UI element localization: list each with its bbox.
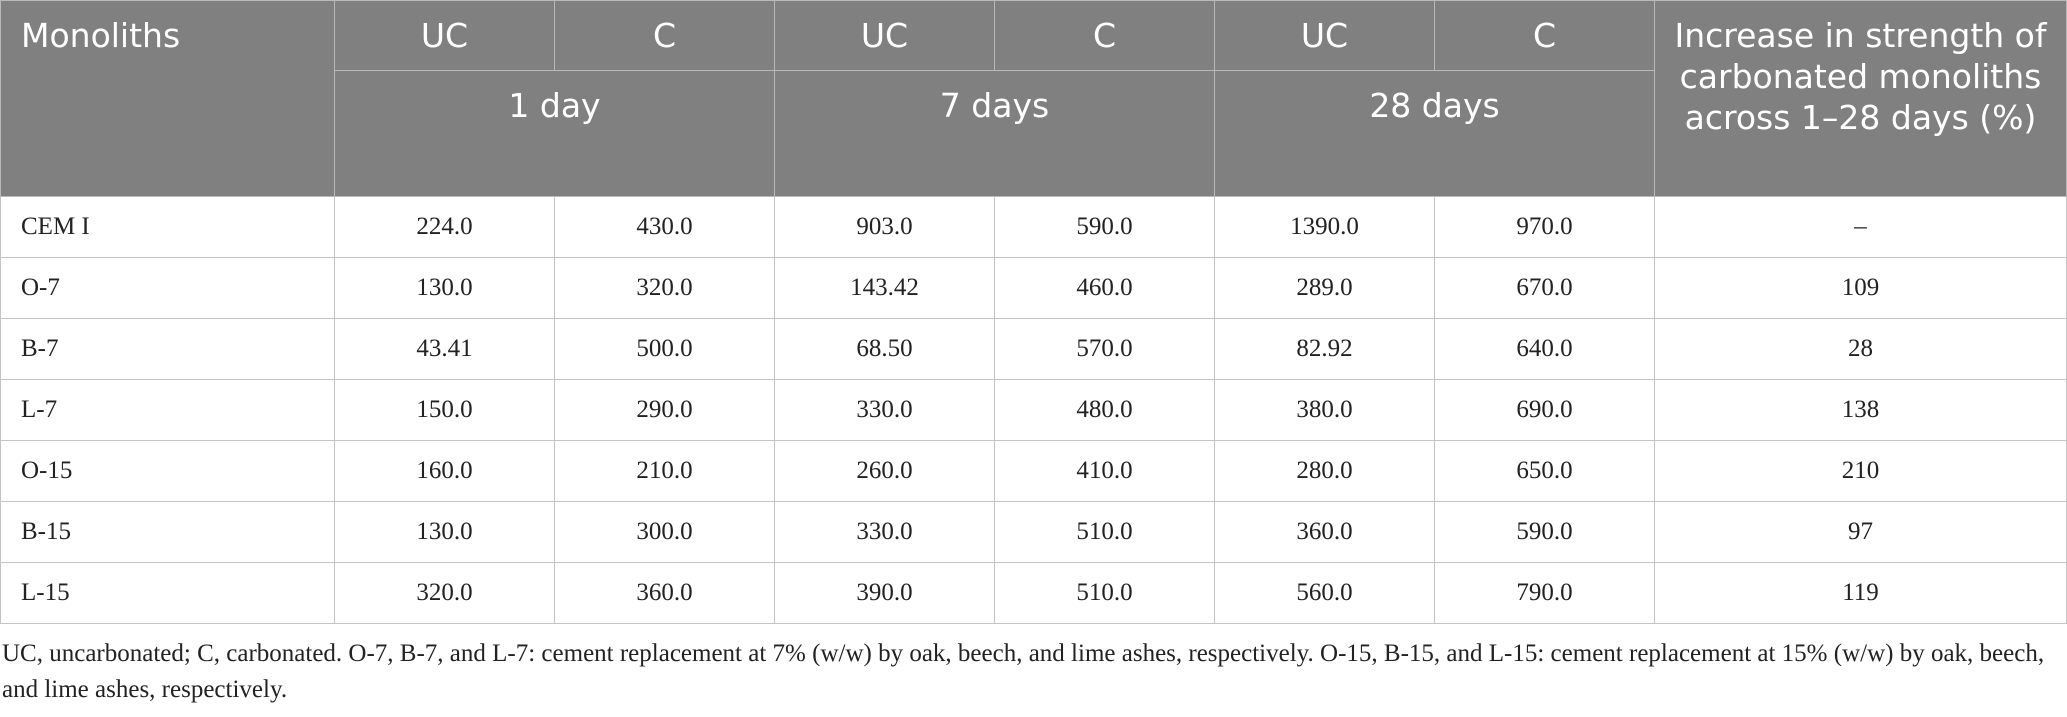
row-name: B-15	[0, 501, 335, 563]
row-name: CEM I	[0, 196, 335, 258]
row-name: O-7	[0, 257, 335, 319]
cell-d1-c: 300.0	[554, 501, 775, 563]
table-row: O-15 160.0 210.0 260.0 410.0 280.0 650.0…	[0, 440, 2067, 502]
cell-d7-uc: 330.0	[774, 379, 995, 441]
cell-d7-uc: 143.42	[774, 257, 995, 319]
strength-table: Monoliths UC C UC C UC C Increase in str…	[0, 0, 2067, 624]
cell-d7-c: 460.0	[994, 257, 1215, 319]
header-uc-28days: UC	[1214, 0, 1435, 71]
table-row: B-15 130.0 300.0 330.0 510.0 360.0 590.0…	[0, 501, 2067, 563]
header-c-7days: C	[994, 0, 1215, 71]
cell-d7-c: 570.0	[994, 318, 1215, 380]
header-7days: 7 days	[774, 70, 1215, 197]
table-row: L-15 320.0 360.0 390.0 510.0 560.0 790.0…	[0, 562, 2067, 624]
cell-d7-c: 480.0	[994, 379, 1215, 441]
cell-d1-c: 500.0	[554, 318, 775, 380]
cell-d1-uc: 320.0	[334, 562, 555, 624]
table-row: L-7 150.0 290.0 330.0 480.0 380.0 690.0 …	[0, 379, 2067, 441]
cell-d28-c: 590.0	[1434, 501, 1655, 563]
cell-d1-uc: 43.41	[334, 318, 555, 380]
cell-d1-c: 320.0	[554, 257, 775, 319]
cell-d28-uc: 360.0	[1214, 501, 1435, 563]
cell-d28-uc: 560.0	[1214, 562, 1435, 624]
table-row: B-7 43.41 500.0 68.50 570.0 82.92 640.0 …	[0, 318, 2067, 380]
header-uc-1day: UC	[334, 0, 555, 71]
cell-d28-uc: 82.92	[1214, 318, 1435, 380]
cell-increase: 119	[1654, 562, 2067, 624]
header-c-1day: C	[554, 0, 775, 71]
cell-d7-c: 410.0	[994, 440, 1215, 502]
cell-d7-uc: 68.50	[774, 318, 995, 380]
cell-increase: 210	[1654, 440, 2067, 502]
cell-d1-uc: 130.0	[334, 257, 555, 319]
cell-d28-c: 640.0	[1434, 318, 1655, 380]
cell-d7-uc: 260.0	[774, 440, 995, 502]
cell-d7-uc: 390.0	[774, 562, 995, 624]
header-increase: Increase in strength of carbonated monol…	[1654, 0, 2067, 197]
cell-d28-uc: 1390.0	[1214, 196, 1435, 258]
header-1day: 1 day	[334, 70, 775, 197]
cell-increase: 138	[1654, 379, 2067, 441]
cell-d28-c: 670.0	[1434, 257, 1655, 319]
cell-increase: 109	[1654, 257, 2067, 319]
cell-d1-uc: 224.0	[334, 196, 555, 258]
cell-d28-uc: 289.0	[1214, 257, 1435, 319]
row-name: O-15	[0, 440, 335, 502]
cell-increase: 97	[1654, 501, 2067, 563]
table-footnote: UC, uncarbonated; C, carbonated. O-7, B-…	[2, 640, 2045, 703]
row-name: L-15	[0, 562, 335, 624]
table-container: Monoliths UC C UC C UC C Increase in str…	[0, 0, 2067, 624]
cell-d7-uc: 903.0	[774, 196, 995, 258]
table-row: O-7 130.0 320.0 143.42 460.0 289.0 670.0…	[0, 257, 2067, 319]
header-c-28days: C	[1434, 0, 1655, 71]
cell-d28-c: 690.0	[1434, 379, 1655, 441]
table-row: CEM I 224.0 430.0 903.0 590.0 1390.0 970…	[0, 196, 2067, 258]
cell-d28-c: 650.0	[1434, 440, 1655, 502]
cell-d1-c: 290.0	[554, 379, 775, 441]
cell-d7-c: 590.0	[994, 196, 1215, 258]
row-name: L-7	[0, 379, 335, 441]
cell-d1-uc: 150.0	[334, 379, 555, 441]
header-uc-7days: UC	[774, 0, 995, 71]
cell-d28-uc: 380.0	[1214, 379, 1435, 441]
cell-d1-c: 430.0	[554, 196, 775, 258]
cell-d1-uc: 160.0	[334, 440, 555, 502]
cell-d7-c: 510.0	[994, 501, 1215, 563]
cell-d1-c: 360.0	[554, 562, 775, 624]
table-body: CEM I 224.0 430.0 903.0 590.0 1390.0 970…	[0, 196, 2067, 624]
cell-d7-uc: 330.0	[774, 501, 995, 563]
cell-d28-uc: 280.0	[1214, 440, 1435, 502]
cell-d28-c: 790.0	[1434, 562, 1655, 624]
cell-increase: –	[1654, 196, 2067, 258]
header-28days: 28 days	[1214, 70, 1655, 197]
cell-d1-c: 210.0	[554, 440, 775, 502]
header-monoliths: Monoliths	[0, 0, 335, 197]
cell-increase: 28	[1654, 318, 2067, 380]
row-name: B-7	[0, 318, 335, 380]
cell-d7-c: 510.0	[994, 562, 1215, 624]
cell-d28-c: 970.0	[1434, 196, 1655, 258]
table-header: Monoliths UC C UC C UC C Increase in str…	[0, 0, 2067, 197]
cell-d1-uc: 130.0	[334, 501, 555, 563]
